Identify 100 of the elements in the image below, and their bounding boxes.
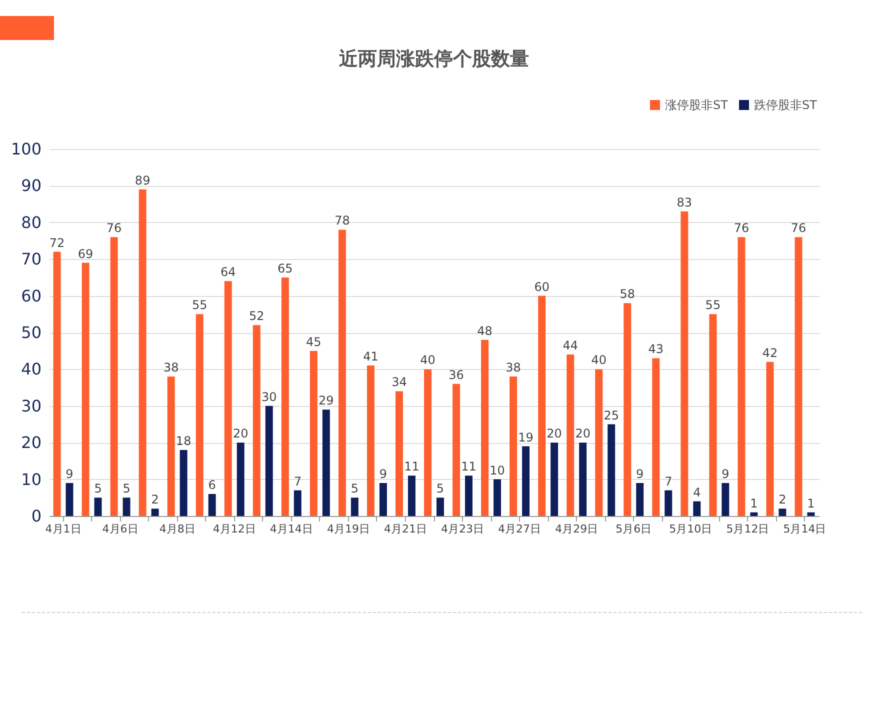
chart-title: 近两周涨跌停个股数量 [338, 48, 529, 70]
data-label: 34 [392, 375, 407, 390]
y-tick-label: 0 [31, 506, 42, 526]
bar [294, 490, 302, 516]
data-label: 55 [705, 298, 721, 312]
bar [180, 450, 188, 516]
bar [481, 340, 489, 516]
x-tick-label: 4月19日 [326, 522, 370, 536]
bar [208, 494, 216, 516]
bar [538, 296, 546, 516]
data-label: 72 [49, 236, 65, 250]
bar [680, 211, 688, 516]
x-tick-label: 5月12日 [726, 522, 770, 536]
bar [595, 369, 603, 516]
data-label: 48 [477, 324, 492, 338]
bar [722, 482, 730, 516]
x-tick-label: 5月14日 [783, 522, 826, 536]
data-label: 83 [676, 195, 692, 210]
bar [265, 406, 273, 516]
data-label: 89 [134, 173, 150, 188]
x-tick-label: 4月14日 [270, 522, 313, 536]
y-tick-label: 20 [21, 433, 42, 452]
data-label: 44 [562, 338, 578, 353]
data-label: 6 [208, 478, 216, 492]
data-label: 7 [294, 474, 302, 488]
bar [53, 252, 61, 516]
data-label: 18 [176, 434, 192, 448]
bar [566, 354, 574, 516]
x-tick-label: 4月12日 [212, 522, 256, 536]
bar [110, 237, 118, 516]
bar [82, 262, 90, 516]
data-label: 25 [604, 408, 619, 422]
data-label: 20 [575, 426, 590, 441]
y-tick-label: 100 [10, 140, 42, 158]
bar [66, 482, 74, 516]
data-label: 52 [249, 309, 264, 324]
data-label: 20 [232, 426, 248, 441]
bar [366, 366, 374, 516]
y-tick-label: 90 [21, 176, 42, 196]
data-label: 76 [790, 221, 806, 236]
y-tick-label: 10 [21, 470, 42, 489]
data-label: 5 [350, 482, 359, 496]
data-label: 9 [66, 466, 74, 481]
bar [338, 230, 346, 516]
data-label: 41 [363, 350, 378, 364]
bar [408, 476, 416, 516]
legend-label: 涨停股非ST [665, 98, 729, 112]
data-label: 5 [94, 482, 102, 496]
bar [151, 508, 159, 516]
x-tick-label: 4月8日 [159, 522, 196, 536]
bar [224, 281, 232, 516]
bar [494, 479, 502, 516]
bar [652, 358, 660, 516]
bar [465, 476, 472, 516]
data-label: 10 [490, 463, 505, 478]
bar [709, 314, 717, 516]
bar [750, 512, 758, 516]
bar [281, 277, 289, 516]
bar [167, 376, 175, 516]
bar [122, 498, 130, 516]
data-label: 40 [420, 353, 436, 368]
data-label: 43 [648, 342, 664, 356]
x-tick-label: 4月1日 [45, 522, 82, 536]
bar [636, 482, 644, 516]
bar [693, 501, 701, 516]
y-tick-label: 80 [21, 212, 42, 232]
bar [424, 369, 432, 516]
data-label: 36 [448, 368, 464, 382]
data-label: 55 [192, 298, 208, 312]
bar [236, 442, 244, 516]
x-tick-label: 4月29日 [555, 522, 598, 536]
y-tick-label: 30 [21, 396, 42, 416]
data-label: 30 [261, 390, 277, 404]
bar [350, 498, 358, 516]
data-label: 40 [591, 353, 607, 368]
data-label: 78 [334, 214, 350, 228]
data-label: 76 [734, 221, 750, 236]
x-tick-label: 4月21日 [384, 522, 427, 536]
bar [396, 391, 403, 516]
data-label: 42 [762, 346, 778, 360]
bar [379, 482, 387, 516]
bar [138, 189, 146, 516]
data-label: 38 [163, 360, 179, 375]
x-tick-label: 5月6日 [616, 522, 652, 536]
data-label: 38 [506, 360, 521, 375]
data-label: 45 [306, 334, 322, 349]
bar [766, 362, 774, 516]
data-label: 11 [404, 460, 420, 474]
bar [522, 446, 530, 516]
x-tick-label: 4月6日 [102, 522, 138, 536]
data-label: 76 [106, 221, 122, 236]
data-label: 19 [518, 430, 534, 444]
bar [794, 237, 802, 516]
bar [252, 325, 260, 516]
bar [807, 512, 815, 516]
data-label: 29 [318, 394, 334, 408]
bar [550, 442, 558, 516]
data-label: 1 [750, 496, 758, 510]
bar [452, 384, 460, 516]
bar [510, 376, 518, 516]
